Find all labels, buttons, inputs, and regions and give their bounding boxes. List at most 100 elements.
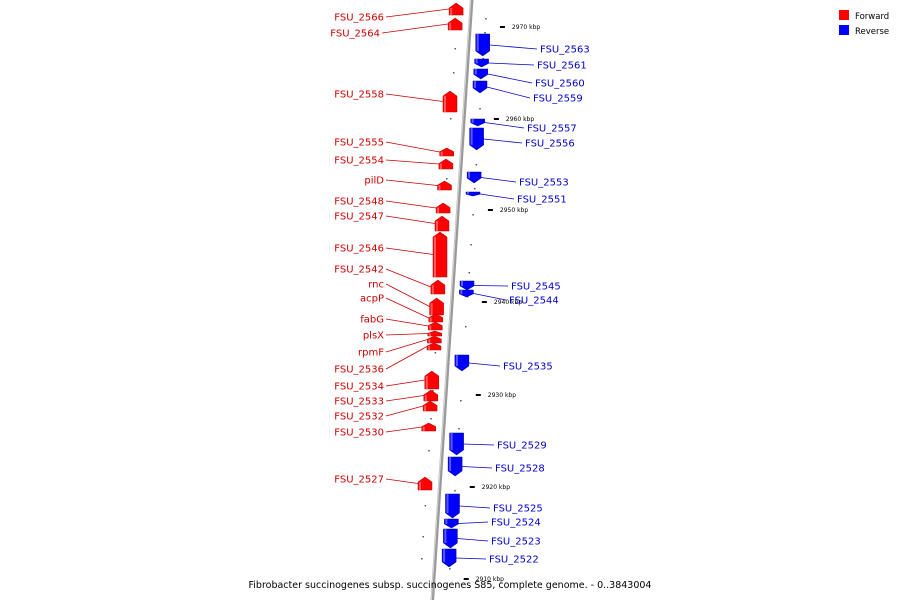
ruler-tick <box>463 578 469 580</box>
gene-arrow-fsu-2542 <box>430 279 446 295</box>
ruler-tick-label: 2920 kbp <box>482 484 510 491</box>
gene-label-fsu-2547: FSU_2547 <box>334 212 384 223</box>
gene-arrow-fsu-2560 <box>473 68 489 80</box>
gene-arrow-shine <box>471 119 474 123</box>
ruler-dot <box>421 558 423 560</box>
ruler-dot <box>485 18 487 20</box>
gene-leader-line <box>385 200 437 209</box>
gene-label-fsu-2563: FSU_2563 <box>540 45 590 56</box>
gene-arrow-fsu-2528 <box>447 456 463 477</box>
ruler-tick-label: 2930 kbp <box>488 392 516 399</box>
gene-arrow-shine <box>468 172 471 179</box>
gene-arrow-fsu-2545 <box>459 280 475 291</box>
gene-leader-line <box>385 215 436 224</box>
gene-arrow-fsu-2522 <box>441 548 457 568</box>
gene-arrow-shine <box>467 192 469 195</box>
gene-arrow-fsu-2533 <box>423 389 439 402</box>
gene-leader-line <box>486 86 531 99</box>
gene-leader-line <box>385 297 430 319</box>
ruler-dot <box>430 418 432 420</box>
gene-arrow-shine <box>444 529 447 543</box>
ruler-tick-label: 2960 kbp <box>506 116 534 123</box>
gene-arrow-shine <box>439 163 442 169</box>
gene-leader-line <box>456 557 487 560</box>
gene-arrow-fsu-2527 <box>417 476 433 491</box>
gene-label-fsu-2544: FSU_2544 <box>509 296 559 307</box>
gene-arrow-shine <box>455 355 458 366</box>
gene-leader-line <box>473 285 509 287</box>
gene-arrow-fsu-2532 <box>422 400 438 412</box>
gene-label-fsu-2553: FSU_2553 <box>519 178 569 189</box>
gene-arrow-fsu-2566 <box>448 2 464 16</box>
gene-arrow-fsu-2563 <box>475 33 490 57</box>
label-leader-lines <box>381 8 538 560</box>
gene-arrow-shine <box>445 519 448 524</box>
ruler-dot <box>458 428 460 430</box>
gene-leader-line <box>385 159 439 165</box>
gene-leader-line <box>385 478 419 484</box>
ruler-dot <box>452 72 455 74</box>
gene-label-fsu-2534: FSU_2534 <box>334 382 384 393</box>
ruler-dot <box>434 352 437 354</box>
gene-label-fsu-2524: FSU_2524 <box>491 518 541 529</box>
gene-arrow-fsu-2551 <box>465 191 481 197</box>
ruler-dot <box>432 390 434 392</box>
ruler-tick <box>475 394 481 396</box>
ruler-dot <box>422 536 425 538</box>
gene-leader-line <box>473 293 507 301</box>
gene-arrow-fsu-2561 <box>474 58 489 68</box>
gene-label-fsu-2542: FSU_2542 <box>334 265 384 276</box>
ruler-dot <box>468 272 471 274</box>
ruler-tick <box>487 209 493 211</box>
legend-forward-swatch <box>839 10 849 20</box>
ruler-tick <box>499 26 505 28</box>
gene-label-fsu-2536: FSU_2536 <box>334 365 384 376</box>
legend-forward-label: Forward <box>855 12 889 22</box>
gene-label-fabg: fabG <box>360 315 384 326</box>
gene-arrow-pild <box>437 180 452 191</box>
gene-arrow-fsu-2536 <box>426 342 442 351</box>
gene-arrow-shine <box>444 96 446 112</box>
gene-leader-line <box>481 177 517 183</box>
genome-backbone <box>430 0 474 600</box>
ruler-tick <box>469 486 475 488</box>
ruler-dot <box>470 244 472 246</box>
gene-arrow-fsu-2529 <box>449 432 464 456</box>
gene-arrow-fsu-2555 <box>439 147 454 157</box>
gene-leader-line <box>385 8 450 18</box>
gene-label-fsu-2561: FSU_2561 <box>537 61 587 72</box>
gene-arrow-fsu-2525 <box>445 493 460 519</box>
gene-leader-line <box>457 538 489 542</box>
ruler-tick-label: 2970 kbp <box>512 24 540 31</box>
ruler-tick-label: 2940 kbp <box>494 299 522 306</box>
gene-leader-line <box>385 268 432 288</box>
gene-leader-line <box>381 23 449 34</box>
gene-arrow-shine <box>436 221 438 231</box>
gene-arrow-shine <box>443 549 446 562</box>
gene-arrow-fsu-2544 <box>459 289 474 298</box>
gene-leader-line <box>487 73 533 84</box>
gene-arrow-fabg <box>428 321 443 331</box>
gene-label-fsu-2527: FSU_2527 <box>334 475 384 486</box>
gene-leader-line <box>483 138 523 144</box>
gene-arrow-shine <box>450 8 453 15</box>
legend-reverse-label: Reverse <box>855 27 889 37</box>
gene-label-pild: pilD <box>364 176 384 187</box>
gene-leader-line <box>385 405 424 417</box>
gene-leader-line <box>385 339 428 353</box>
gene-leader-line <box>385 318 429 327</box>
gene-arrow-shine <box>450 433 453 450</box>
ruler-dot <box>475 164 478 166</box>
gene-arrow-shine <box>475 59 478 64</box>
gene-label-plsx: plsX <box>363 331 384 342</box>
gene-arrow-shine <box>428 333 431 336</box>
gene-arrow-shine <box>429 325 432 330</box>
gene-arrow-shine <box>437 207 440 213</box>
gene-arrow-fsu-2554 <box>438 158 454 170</box>
ruler-dot <box>449 568 451 570</box>
gene-arrow-fsu-2530 <box>421 422 436 432</box>
gene-leader-line <box>458 521 489 524</box>
gene-arrow-shine <box>438 185 441 190</box>
gene-leader-line <box>385 283 430 307</box>
